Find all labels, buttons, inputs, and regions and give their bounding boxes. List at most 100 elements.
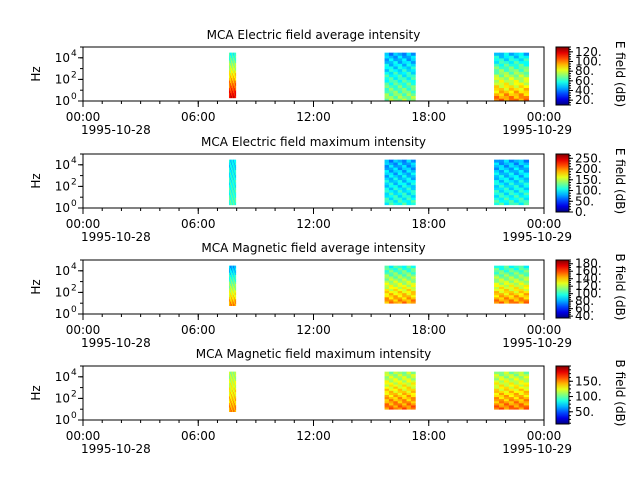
heatmap-cell bbox=[231, 189, 234, 193]
heatmap-cell bbox=[388, 82, 394, 86]
heatmap-cell bbox=[503, 92, 510, 97]
heatmap-cell bbox=[402, 296, 407, 300]
heatmap-cell bbox=[232, 199, 235, 203]
heatmap-cell bbox=[393, 288, 399, 292]
heatmap-cell bbox=[406, 66, 412, 70]
heatmap-cell bbox=[233, 177, 236, 181]
colorbar-tick-label: 120. bbox=[575, 279, 602, 293]
heatmap-cell bbox=[402, 405, 407, 408]
x-tick-label: 00:00 bbox=[527, 323, 562, 337]
heatmap-cell bbox=[518, 58, 525, 62]
heatmap-cell bbox=[230, 272, 233, 275]
heatmap-cell bbox=[402, 386, 407, 389]
heatmap-cell bbox=[397, 271, 403, 275]
heatmap-cell bbox=[230, 202, 233, 206]
heatmap-cell bbox=[513, 82, 520, 86]
heatmap-cell bbox=[397, 392, 403, 395]
heatmap-cell bbox=[384, 174, 390, 178]
heatmap-cell bbox=[406, 95, 412, 99]
heatmap-cell bbox=[523, 202, 530, 206]
heatmap-cell bbox=[402, 388, 407, 391]
heatmap-cell bbox=[494, 286, 500, 289]
heatmap-cell bbox=[406, 79, 412, 83]
heatmap-cell bbox=[384, 382, 390, 385]
heatmap-cell bbox=[393, 280, 399, 283]
heatmap-cell bbox=[393, 76, 399, 80]
heatmap-cell bbox=[388, 197, 394, 201]
heatmap-cell bbox=[388, 280, 394, 283]
heatmap-cell bbox=[232, 380, 235, 384]
heatmap-cell bbox=[410, 197, 416, 201]
heatmap-cell bbox=[508, 407, 515, 410]
heatmap-cell bbox=[402, 392, 407, 395]
heatmap-cell bbox=[503, 373, 510, 377]
heatmap-cell bbox=[228, 197, 231, 201]
heatmap-cell bbox=[503, 76, 510, 80]
heatmap-cell bbox=[508, 388, 515, 391]
heatmap-cell bbox=[503, 271, 510, 275]
heatmap-cell bbox=[393, 407, 399, 410]
heatmap-cell bbox=[406, 192, 412, 196]
heatmap-cell bbox=[410, 60, 416, 64]
heatmap-cell bbox=[388, 177, 394, 181]
heatmap-cell bbox=[388, 269, 394, 273]
heatmap-cell bbox=[231, 298, 234, 302]
heatmap-cell bbox=[494, 159, 500, 163]
heatmap-cell bbox=[234, 391, 237, 395]
heatmap-cell bbox=[228, 298, 231, 302]
heatmap-cell bbox=[388, 290, 394, 294]
heatmap-cell bbox=[234, 272, 237, 275]
heatmap-cell bbox=[513, 405, 520, 408]
heatmap-cell bbox=[523, 388, 530, 391]
heatmap-cell bbox=[230, 303, 233, 306]
x-tick-label: 00:00 bbox=[527, 429, 562, 443]
heatmap-cell bbox=[228, 290, 231, 293]
x-date-label: 1995-10-29 bbox=[502, 336, 572, 350]
heatmap-cell bbox=[513, 189, 520, 193]
heatmap-cell bbox=[393, 265, 399, 269]
heatmap-cell bbox=[402, 58, 407, 62]
heatmap-cell bbox=[232, 396, 235, 399]
heatmap-cell bbox=[503, 199, 510, 203]
heatmap-cell bbox=[229, 52, 232, 56]
heatmap-cell bbox=[233, 199, 236, 203]
y-axis-label: Hz bbox=[29, 66, 43, 81]
heatmap-cell bbox=[518, 82, 525, 86]
heatmap-cell bbox=[518, 290, 525, 294]
heatmap-cell bbox=[513, 66, 520, 70]
heatmap-cell bbox=[229, 159, 232, 163]
heatmap-cell bbox=[230, 189, 233, 193]
heatmap-cell bbox=[228, 292, 231, 295]
heatmap-cell bbox=[406, 187, 412, 191]
heatmap-cell bbox=[230, 301, 233, 304]
heatmap-cell bbox=[402, 398, 407, 402]
heatmap-cell bbox=[494, 192, 500, 196]
heatmap-cell bbox=[523, 179, 530, 183]
heatmap-cell bbox=[228, 281, 231, 284]
heatmap-cell bbox=[229, 57, 232, 61]
heatmap-cell bbox=[508, 282, 515, 285]
colorbar-tick-label: 50. bbox=[575, 194, 594, 208]
heatmap-cell bbox=[231, 95, 234, 99]
heatmap-cell bbox=[384, 199, 390, 203]
heatmap-cell bbox=[410, 84, 416, 88]
heatmap-cell bbox=[232, 55, 235, 59]
heatmap-cell bbox=[508, 202, 515, 206]
heatmap-cell bbox=[523, 68, 530, 72]
heatmap-cell bbox=[228, 177, 231, 181]
heatmap-cell bbox=[499, 379, 505, 383]
heatmap-cell bbox=[508, 68, 515, 72]
heatmap-cell bbox=[402, 299, 407, 302]
heatmap-cell bbox=[513, 371, 520, 375]
heatmap-cell bbox=[518, 392, 525, 395]
y-tick-exponent: 4 bbox=[71, 156, 77, 166]
heatmap-cell bbox=[513, 177, 520, 181]
heatmap-cell bbox=[388, 92, 394, 97]
heatmap-cell bbox=[397, 164, 403, 168]
heatmap-cell bbox=[231, 52, 234, 56]
heatmap-cell bbox=[229, 92, 232, 96]
heatmap-cell bbox=[499, 63, 505, 67]
heatmap-cell bbox=[228, 169, 231, 173]
heatmap-cell bbox=[228, 391, 231, 395]
heatmap-cell bbox=[523, 296, 530, 300]
